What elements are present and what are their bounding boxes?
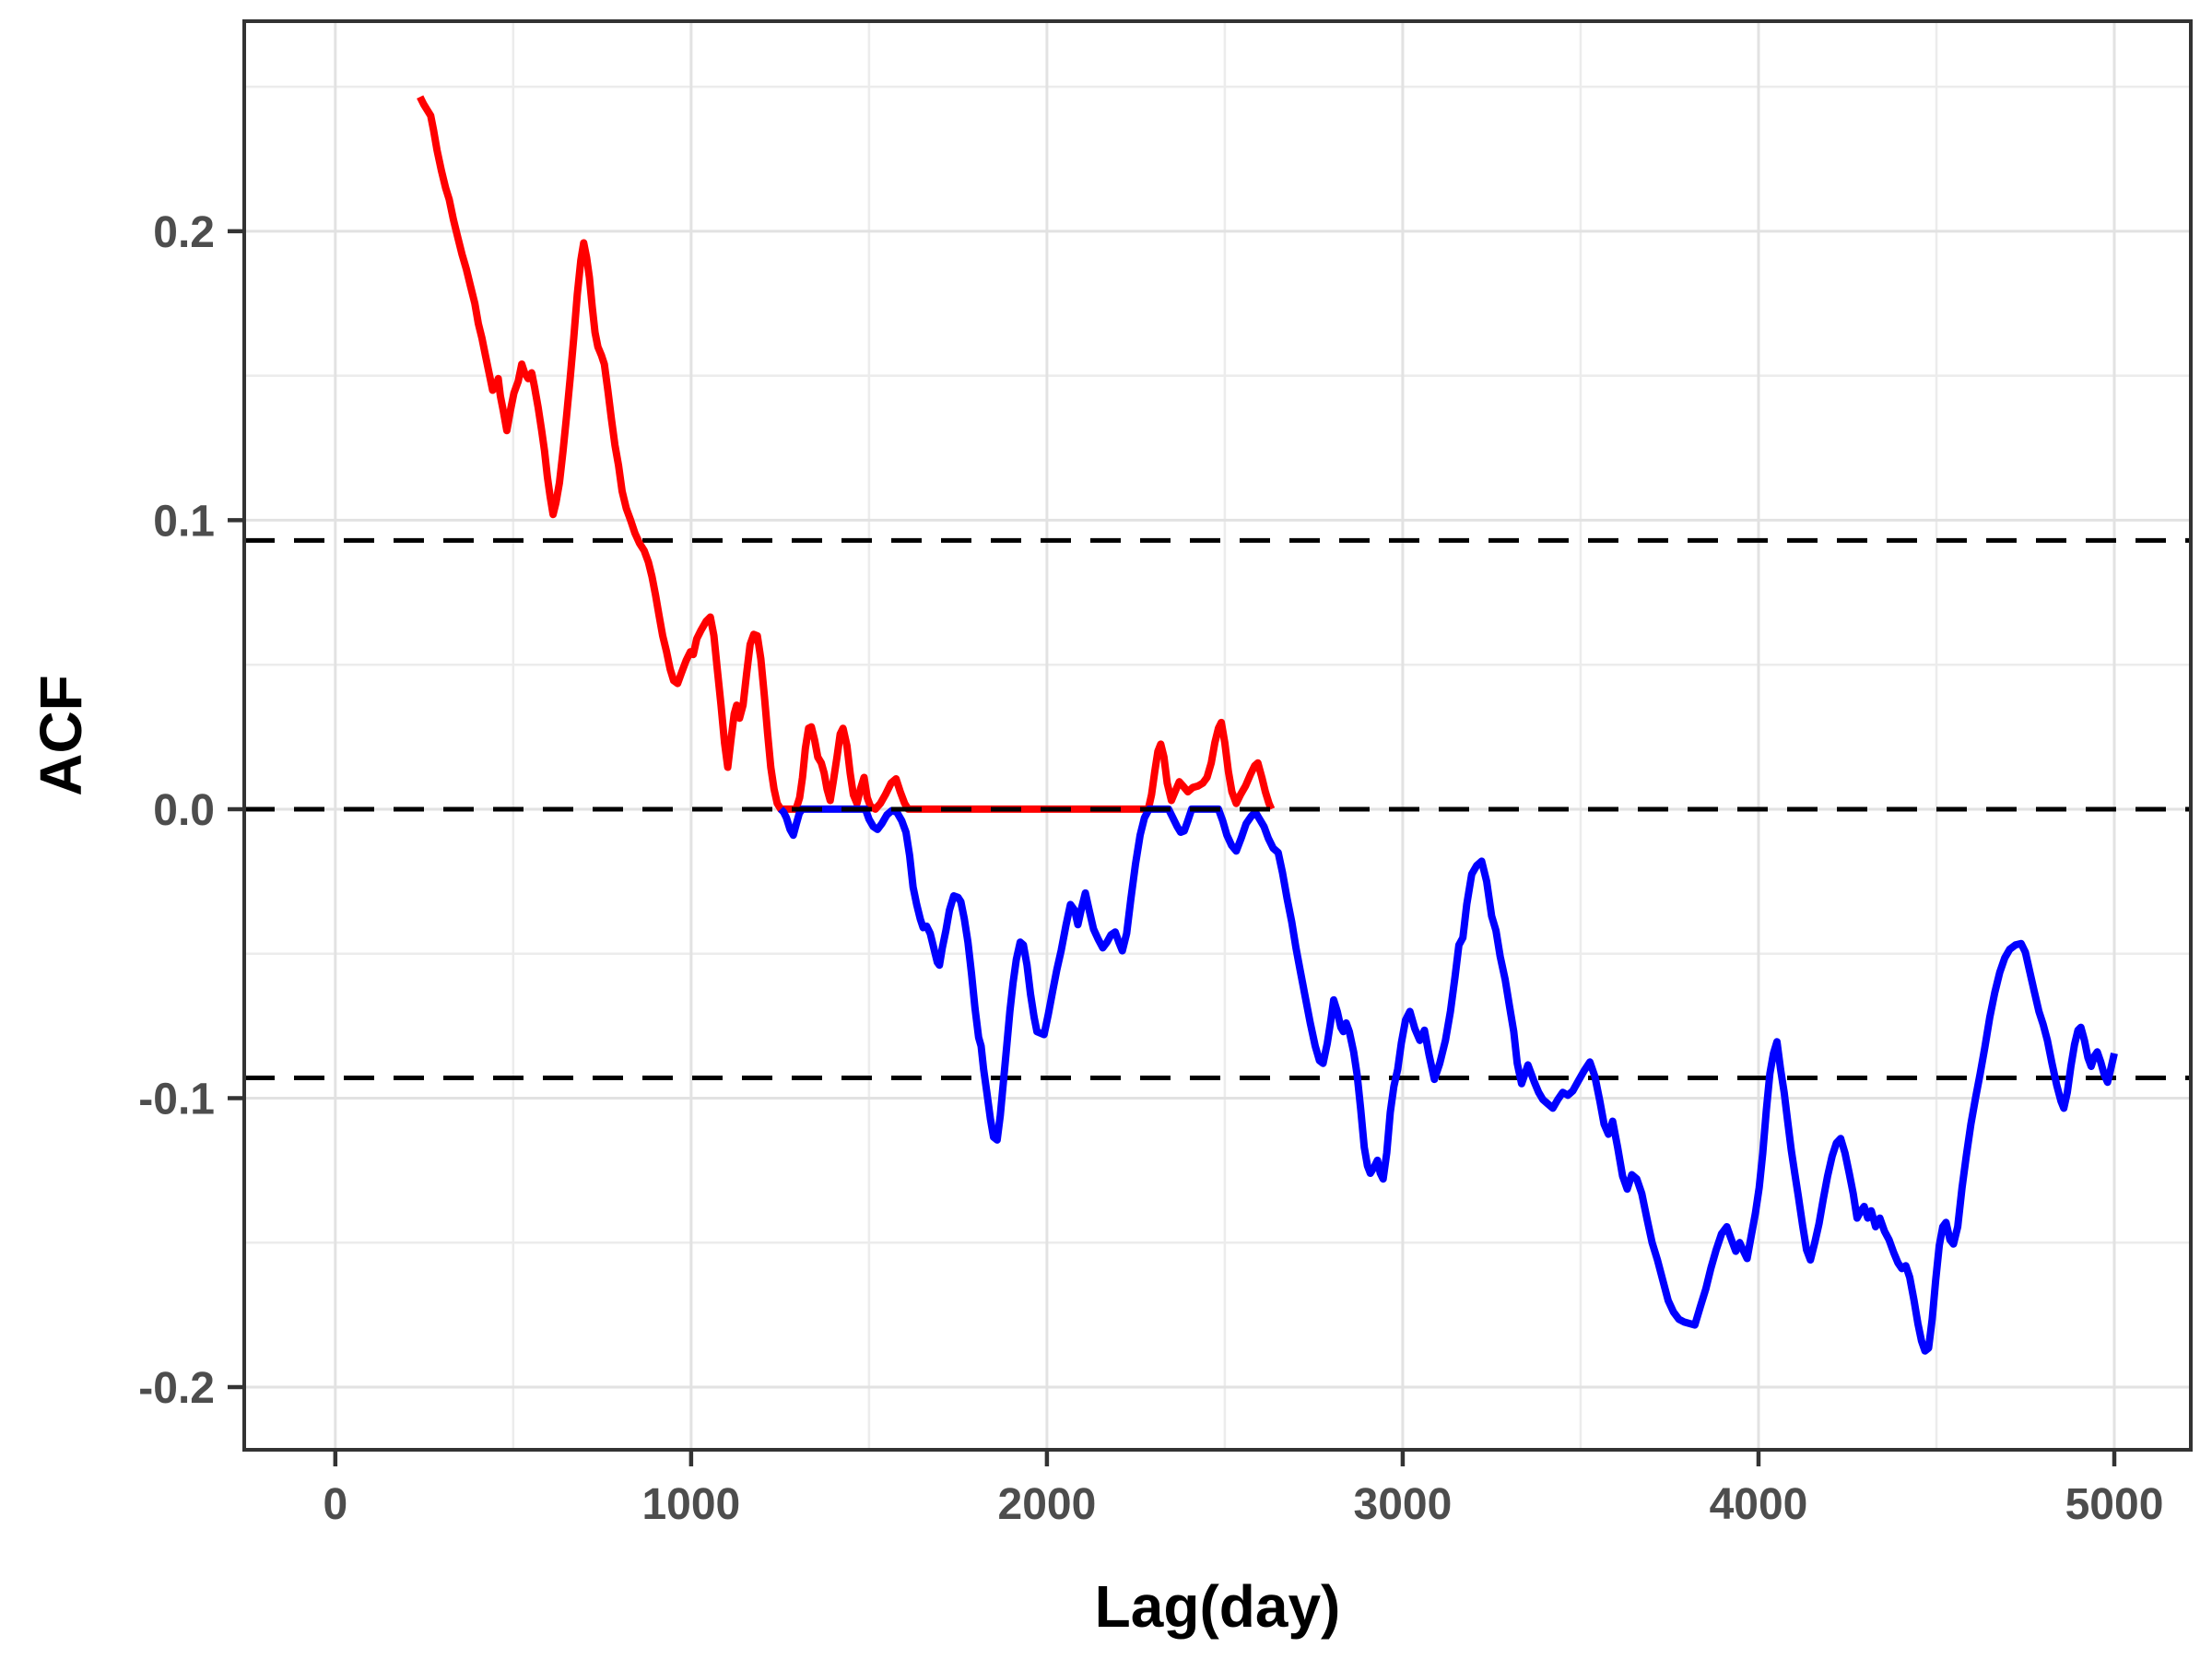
y-axis-title: ACF [28,675,94,796]
acf-positive-part-line [417,95,1276,813]
y-axis-tick-label: 0.2 [153,208,215,257]
x-axis-tick-label: 2000 [998,1480,1097,1529]
y-axis-tick-label: -0.1 [138,1075,215,1124]
y-axis-tick-label: 0.0 [153,786,215,835]
x-axis-tick-label: 3000 [1354,1480,1453,1529]
x-axis-tick-label: 4000 [1710,1480,1808,1529]
x-axis-tick-label: 1000 [641,1480,740,1529]
y-axis-tick-label: -0.2 [138,1364,215,1413]
panel-border [242,19,2193,1452]
acf-negative-part-line [778,805,2118,1355]
x-axis-tick-label: 5000 [2065,1480,2164,1529]
x-axis-tick-label: 0 [323,1480,347,1529]
y-axis-tick-label: 0.1 [153,497,215,546]
x-axis-title: Lag(day) [1095,1573,1341,1640]
